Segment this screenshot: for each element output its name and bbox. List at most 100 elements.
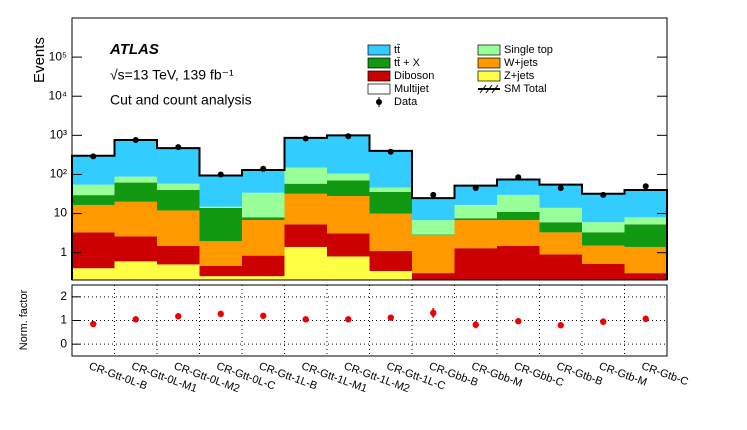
stack-segment [539,207,582,223]
stack-segment [454,248,497,280]
ratio-point [430,309,437,317]
stack-segment [412,234,455,236]
x-tick-label: CR-Gtb-M [597,360,648,388]
stack-segment [497,245,540,280]
stack-segment [369,213,412,252]
stack-segment [72,184,115,196]
stack-segment [369,150,412,188]
stack-segment [157,183,200,191]
data-point [472,185,479,192]
stack-segment [242,220,285,256]
y-tick-label: 1 [60,245,67,259]
stack-segment [114,182,157,202]
ratio-point [345,316,352,323]
stack-segment [327,256,370,280]
stack-segment [412,220,455,235]
stack-segment [582,245,625,264]
stack-segment [539,254,582,280]
stack-segment [114,176,157,183]
legend-label: W+jets [504,57,538,69]
stack-segment [624,273,667,280]
stack-segment [412,198,455,221]
stack-segment [72,195,115,205]
legend-swatch [477,57,501,69]
stack-segment [157,190,200,211]
stack-segment [539,222,582,233]
stack-segment [242,255,285,277]
stack-segment [624,246,667,274]
stack-segment [369,191,412,214]
ratio-point [175,313,182,320]
legend-swatch [367,83,391,95]
ratio-tick-label: 0 [60,336,67,350]
legend-label: Z+jets [504,70,535,82]
ratio-point [132,316,139,323]
analysis-label: Cut and count analysis [110,92,252,108]
stack-segment [242,169,285,193]
legend-label: Diboson [394,70,434,82]
stack-segment [114,201,157,237]
stack-segment [284,224,327,247]
stack-segment [327,173,370,181]
stack-segment [454,204,497,219]
stack-segment [284,246,327,280]
data-point [387,148,394,155]
stack-segment [284,167,327,184]
plot-frame [71,17,668,281]
data-point [260,165,267,172]
y-axis-label: Events [31,37,48,83]
ratio-point [387,314,394,321]
data-point [600,191,607,198]
stack-segment [539,232,582,255]
energy-label: √s=13 TeV, 139 fb⁻¹ [110,67,234,83]
stack-segment [624,224,667,247]
stack-segment [497,220,540,246]
stack-segment [539,184,582,208]
stack-segment [497,211,540,221]
stack-segment [72,268,115,280]
legend-label: Single top [504,44,553,56]
stack-segment [199,241,242,266]
legend-swatch [477,44,501,56]
data-point [90,153,97,160]
legend-label: Multijet [394,83,429,95]
data-point [302,135,309,142]
sm-total-line [71,134,668,280]
data-point [642,183,649,190]
legend-label: SM Total [504,83,547,95]
stack-segment [497,194,540,212]
data-point [132,136,139,143]
y-tick-label: 10⁵ [49,49,67,63]
ratio-tick-label: 2 [60,289,67,303]
stack-segment [454,218,497,221]
ratio-point [515,318,522,325]
stack-segment [454,220,497,249]
ratio-point [557,322,564,329]
stack-segment [157,245,200,265]
stack-segment [454,185,497,205]
data-point [430,191,437,198]
legend-label: tt̄ [394,44,400,56]
legend-swatch [367,57,391,69]
stack-segment [327,196,370,234]
legend-total-hatch [491,84,499,94]
stack-segment [284,193,327,225]
ratio-point [90,320,97,328]
stack-segment [327,233,370,257]
stack-segment [72,155,115,185]
stack-segment [582,263,625,280]
stack-segment [199,175,242,207]
ratio-tick-label: 1 [60,313,67,327]
x-tick-label: CR-Gtb-C [640,360,690,388]
legend-total-hatch [479,84,487,94]
stack-segment [199,265,242,277]
stack-segment [114,139,157,177]
stack-segment [369,187,412,192]
y-tick-label: 10² [50,167,67,181]
ratio-point [642,315,649,323]
legend-label: tt̄ + X [394,57,421,69]
stack-segment [284,137,327,168]
stack-segment [624,190,667,218]
experiment-label: ATLAS [109,41,159,58]
stack-segment [72,232,115,269]
